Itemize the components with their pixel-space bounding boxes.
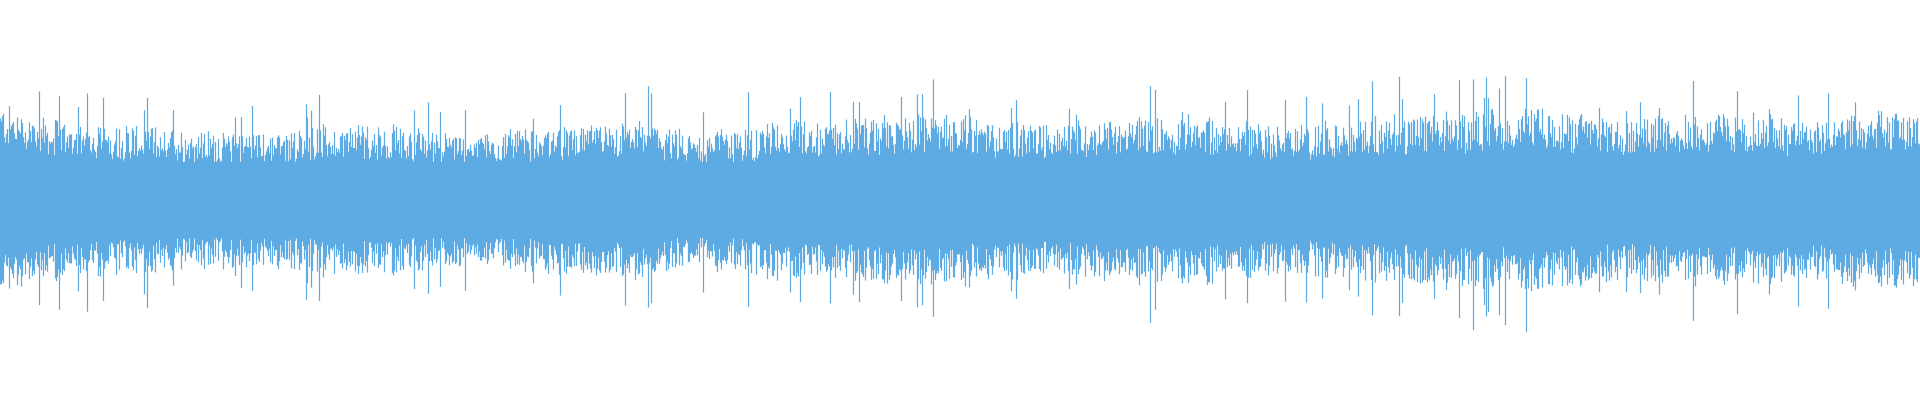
waveform-bars [0,76,1920,333]
waveform-core [0,162,1920,238]
